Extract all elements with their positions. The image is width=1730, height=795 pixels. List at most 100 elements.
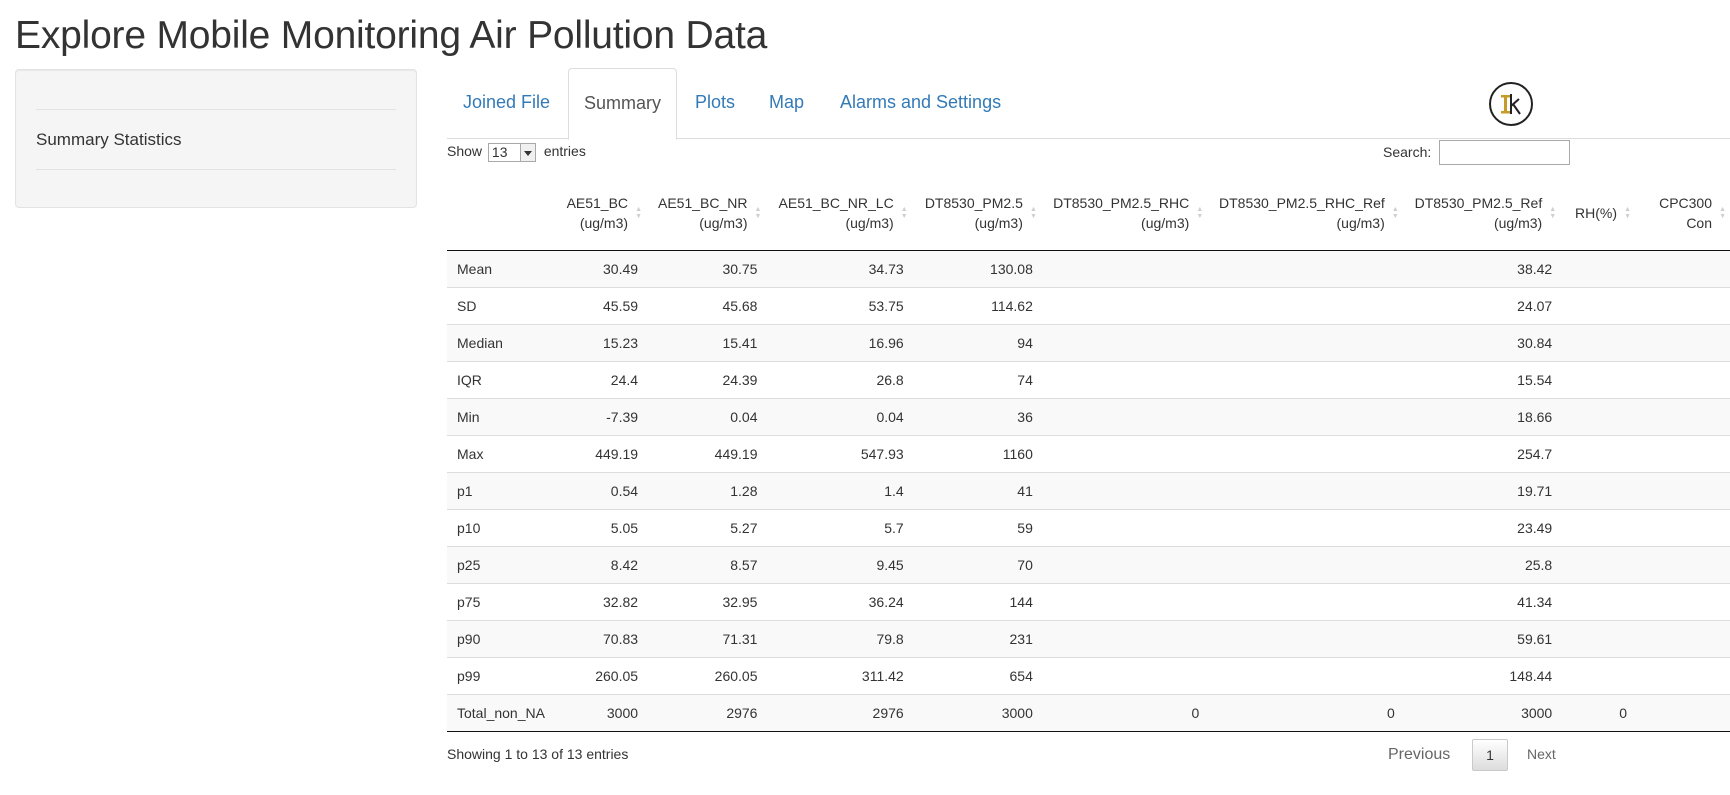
table-cell (1635, 546, 1730, 584)
column-header-dt8530-pm25-rhc[interactable]: DT8530_PM2.5_RHC (ug/m3) (1040, 176, 1208, 251)
table-cell (1560, 287, 1636, 325)
tab-plots[interactable]: Plots (695, 92, 736, 112)
page-1-button[interactable]: 1 (1472, 739, 1508, 771)
table-cell: 1160 (911, 435, 1041, 473)
next-page-button[interactable]: Next (1527, 746, 1556, 762)
summary-table: AE51_BC (ug/m3) AE51_BC_NR (ug/m3) AE51_… (447, 176, 1730, 732)
table-cell (1040, 583, 1208, 621)
page-title: Explore Mobile Monitoring Air Pollution … (15, 14, 768, 57)
table-cell: 0 (1207, 694, 1403, 732)
column-header-dt8530-pm25-ref[interactable]: DT8530_PM2.5_Ref (ug/m3) (1402, 176, 1561, 251)
table-cell: 79.8 (765, 620, 912, 658)
table-row: Total_non_NA 3000 2976 2976 3000 0 0 3000 0 (447, 694, 1730, 732)
table-cell: 0.04 (646, 398, 766, 436)
table-cell: 260.05 (646, 657, 766, 695)
column-header-ae51-bc-nr[interactable]: AE51_BC_NR (ug/m3) (646, 176, 766, 251)
table-cell: 74 (911, 361, 1041, 399)
table-cell (1207, 620, 1403, 658)
table-row: p10 5.05 5.27 5.7 59 23.49 (447, 509, 1730, 547)
table-cell: 18.66 (1402, 398, 1561, 436)
table-cell: 30.84 (1402, 324, 1561, 362)
table-cell (1040, 472, 1208, 510)
table-cell (1635, 361, 1730, 399)
table-cell (1635, 250, 1730, 288)
sidebar-panel: Summary Statistics (15, 69, 417, 208)
table-cell: 2976 (765, 694, 912, 732)
table-cell: 130.08 (911, 250, 1041, 288)
table-row: p90 70.83 71.31 79.8 231 59.61 (447, 620, 1730, 658)
table-cell (1560, 361, 1636, 399)
row-stat-label: IQR (447, 361, 553, 399)
table-cell (1635, 694, 1730, 732)
table-row: p99 260.05 260.05 311.42 654 148.44 (447, 657, 1730, 695)
tab-alarms-settings[interactable]: Alarms and Settings (840, 92, 1002, 112)
row-stat-label: Min (447, 398, 553, 436)
previous-page-button[interactable]: Previous (1388, 746, 1451, 763)
search-input[interactable] (1439, 140, 1570, 165)
table-cell: 24.07 (1402, 287, 1561, 325)
table-cell: 38.42 (1402, 250, 1561, 288)
table-row: Max 449.19 449.19 547.93 1160 254.7 (447, 435, 1730, 473)
table-cell (1207, 287, 1403, 325)
row-stat-label: p99 (447, 657, 553, 695)
table-cell (1560, 583, 1636, 621)
table-cell: 0 (1560, 694, 1636, 732)
table-row: IQR 24.4 24.39 26.8 74 15.54 (447, 361, 1730, 399)
row-stat-label: Max (447, 435, 553, 473)
table-cell (1040, 250, 1208, 288)
table-cell: 449.19 (552, 435, 647, 473)
table-cell: 36 (911, 398, 1041, 436)
table-cell (1635, 583, 1730, 621)
table-cell (1560, 472, 1636, 510)
table-cell: 59.61 (1402, 620, 1561, 658)
table-cell: 70.83 (552, 620, 647, 658)
table-cell (1560, 250, 1636, 288)
table-cell (1207, 657, 1403, 695)
table-cell (1040, 509, 1208, 547)
tab-summary[interactable]: Summary (568, 68, 678, 140)
table-cell (1040, 546, 1208, 584)
table-cell: 8.57 (646, 546, 766, 584)
column-header-rh[interactable]: RH(%) (1560, 176, 1636, 251)
table-cell (1635, 620, 1730, 658)
table-cell: 8.42 (552, 546, 647, 584)
table-cell: 59 (911, 509, 1041, 547)
column-header-ae51-bc-nr-lc[interactable]: AE51_BC_NR_LC (ug/m3) (765, 176, 912, 251)
table-cell: 24.39 (646, 361, 766, 399)
tab-map[interactable]: Map (769, 92, 805, 112)
table-cell: 70 (911, 546, 1041, 584)
table-cell: 0 (1040, 694, 1208, 732)
table-cell (1207, 361, 1403, 399)
table-row: Min -7.39 0.04 0.04 36 18.66 (447, 398, 1730, 436)
column-header-dt8530-pm25-rhc-ref[interactable]: DT8530_PM2.5_RHC_Ref (ug/m3) (1207, 176, 1403, 251)
table-cell: 449.19 (646, 435, 766, 473)
entries-select[interactable]: 13 (487, 143, 536, 162)
table-cell: 16.96 (765, 324, 912, 362)
table-cell (1560, 546, 1636, 584)
column-header-ae51-bc[interactable]: AE51_BC (ug/m3) (552, 176, 647, 251)
column-header-dt8530-pm25[interactable]: DT8530_PM2.5 (ug/m3) (911, 176, 1041, 251)
table-cell (1635, 509, 1730, 547)
entries-label: entries (543, 143, 586, 160)
table-cell: 30.49 (552, 250, 647, 288)
tab-bar-line (447, 138, 1730, 139)
table-cell: 9.45 (765, 546, 912, 584)
table-cell: 36.24 (765, 583, 912, 621)
show-label: Show (447, 143, 483, 160)
table-cell (1040, 435, 1208, 473)
table-cell (1040, 620, 1208, 658)
table-cell: 53.75 (765, 287, 912, 325)
table-cell: 3000 (552, 694, 647, 732)
table-header-row: AE51_BC (ug/m3) AE51_BC_NR (ug/m3) AE51_… (447, 176, 1730, 251)
column-header-cpc300[interactable]: CPC300 Con (1635, 176, 1730, 251)
table-cell (1635, 287, 1730, 325)
row-stat-label: p90 (447, 620, 553, 658)
table-cell: 547.93 (765, 435, 912, 473)
table-cell: 45.68 (646, 287, 766, 325)
entries-select-value: 13 (491, 144, 508, 160)
table-cell (1207, 546, 1403, 584)
tab-joined-file[interactable]: Joined File (463, 92, 551, 112)
row-stat-label: Total_non_NA (447, 694, 553, 732)
table-cell: 5.7 (765, 509, 912, 547)
column-header-stat (447, 176, 553, 251)
